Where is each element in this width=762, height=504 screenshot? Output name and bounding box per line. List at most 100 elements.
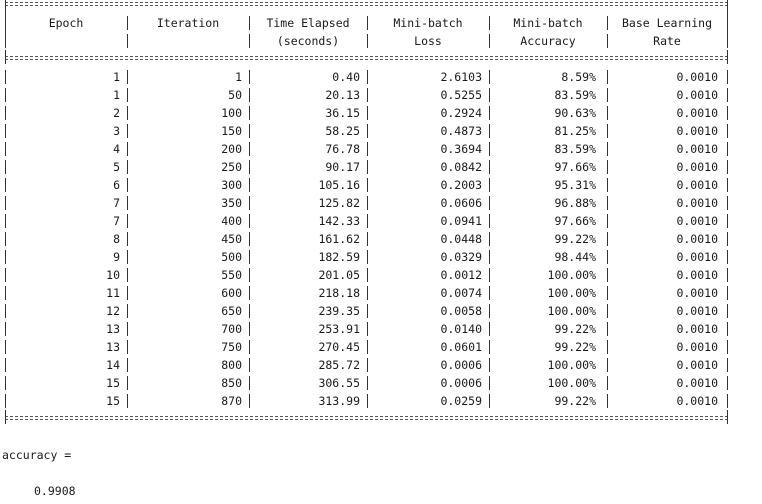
time-elapsed-cell: 105.16 <box>318 178 360 192</box>
col-sep <box>367 106 369 120</box>
col-sep <box>127 124 129 138</box>
time-elapsed-cell: 76.78 <box>325 142 360 156</box>
accuracy-cell: 97.66% <box>554 214 596 228</box>
header-minibatch-accuracy: Mini-batch <box>513 16 583 30</box>
loss-cell: 0.3694 <box>440 142 482 156</box>
row-right-edge <box>727 250 729 264</box>
col-sep <box>489 88 491 102</box>
col-sep <box>489 304 491 318</box>
table-row: 4 200 76.78 0.3694 83.59% 0.0010 <box>2 140 760 158</box>
col-sep <box>489 178 491 192</box>
col-sep <box>607 16 609 30</box>
row-left-edge <box>5 196 7 210</box>
epoch-cell: 15 <box>106 376 120 390</box>
row-left-edge <box>5 106 7 120</box>
table-row: 13 700 253.91 0.0140 99.22% 0.0010 <box>2 320 760 338</box>
learning-rate-cell: 0.0010 <box>676 358 718 372</box>
col-sep <box>367 322 369 336</box>
table-bottom-rule <box>5 416 727 417</box>
time-elapsed-cell: 161.62 <box>318 232 360 246</box>
row-left-edge <box>5 286 7 300</box>
col-sep <box>127 322 129 336</box>
col-sep <box>489 160 491 174</box>
col-sep <box>367 232 369 246</box>
col-sep <box>127 160 129 174</box>
accuracy-cell: 81.25% <box>554 124 596 138</box>
table-left-edge <box>5 0 7 48</box>
iteration-cell: 650 <box>221 304 242 318</box>
accuracy-cell: 83.59% <box>554 142 596 156</box>
iteration-cell: 100 <box>221 106 242 120</box>
epoch-cell: 6 <box>113 178 120 192</box>
col-sep <box>367 178 369 192</box>
learning-rate-cell: 0.0010 <box>676 232 718 246</box>
learning-rate-cell: 0.0010 <box>676 304 718 318</box>
header-minibatch-loss-2: Loss <box>414 34 442 48</box>
sep-left-edge <box>5 50 7 64</box>
row-left-edge <box>5 214 7 228</box>
header-minibatch-accuracy-2: Accuracy <box>520 34 576 48</box>
row-right-edge <box>727 376 729 390</box>
col-sep <box>127 394 129 408</box>
table-row: 15 870 313.99 0.0259 99.22% 0.0010 <box>2 392 760 410</box>
col-sep <box>367 70 369 84</box>
table-top-rule-2 <box>5 5 727 6</box>
col-sep <box>367 394 369 408</box>
learning-rate-cell: 0.0010 <box>676 268 718 282</box>
col-sep <box>249 124 251 138</box>
header-iteration: Iteration <box>156 16 220 30</box>
loss-cell: 0.0012 <box>440 268 482 282</box>
col-sep <box>127 304 129 318</box>
loss-cell: 0.5255 <box>440 88 482 102</box>
table-row: 8 450 161.62 0.0448 99.22% 0.0010 <box>2 230 760 248</box>
time-elapsed-cell: 90.17 <box>325 160 360 174</box>
row-left-edge <box>5 160 7 174</box>
accuracy-cell: 100.00% <box>547 286 596 300</box>
loss-cell: 0.0329 <box>440 250 482 264</box>
accuracy-variable-line: accuracy = <box>2 448 72 462</box>
header-row-2: (seconds) Loss Accuracy Rate <box>2 32 760 50</box>
col-sep <box>607 286 609 300</box>
learning-rate-cell: 0.0010 <box>676 250 718 264</box>
table-row: 10 550 201.05 0.0012 100.00% 0.0010 <box>2 266 760 284</box>
col-sep <box>489 106 491 120</box>
table-row: 5 250 90.17 0.0842 97.66% 0.0010 <box>2 158 760 176</box>
iteration-cell: 1 <box>235 70 242 84</box>
table-right-edge <box>727 0 729 48</box>
col-sep <box>607 358 609 372</box>
col-sep <box>607 196 609 210</box>
col-sep <box>607 376 609 390</box>
row-left-edge <box>5 232 7 246</box>
col-sep <box>367 88 369 102</box>
col-sep <box>127 70 129 84</box>
loss-cell: 0.4873 <box>440 124 482 138</box>
row-right-edge <box>727 286 729 300</box>
col-sep <box>489 34 491 48</box>
col-sep <box>607 106 609 120</box>
accuracy-cell: 100.00% <box>547 268 596 282</box>
row-left-edge <box>5 250 7 264</box>
table-row: 15 850 306.55 0.0006 100.00% 0.0010 <box>2 374 760 392</box>
col-sep <box>489 322 491 336</box>
iteration-cell: 300 <box>221 178 242 192</box>
header-time-elapsed: Time Elapsed <box>266 16 350 30</box>
row-right-edge <box>727 88 729 102</box>
time-elapsed-cell: 253.91 <box>318 322 360 336</box>
time-elapsed-cell: 306.55 <box>318 376 360 390</box>
header-separator <box>5 56 727 57</box>
row-left-edge <box>5 142 7 156</box>
col-sep <box>249 178 251 192</box>
col-sep <box>127 142 129 156</box>
row-left-edge <box>5 70 7 84</box>
accuracy-cell: 100.00% <box>547 376 596 390</box>
accuracy-cell: 99.22% <box>554 394 596 408</box>
col-sep <box>607 178 609 192</box>
header-epoch: Epoch <box>48 16 84 30</box>
row-right-edge <box>727 160 729 174</box>
col-sep <box>127 106 129 120</box>
iteration-cell: 250 <box>221 160 242 174</box>
col-sep <box>607 250 609 264</box>
time-elapsed-cell: 0.40 <box>332 70 360 84</box>
col-sep <box>127 214 129 228</box>
col-sep <box>489 376 491 390</box>
